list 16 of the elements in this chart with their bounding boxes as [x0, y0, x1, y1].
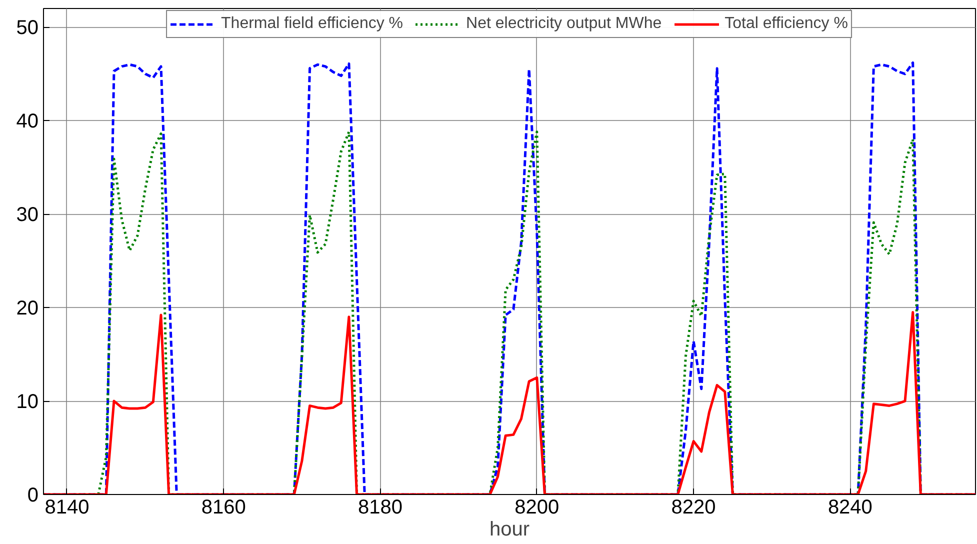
- legend-label: Thermal field efficiency %: [221, 15, 404, 33]
- x-axis-title: hour: [489, 518, 530, 540]
- y-tick-label: 10: [16, 391, 39, 414]
- x-tick-label: 8180: [358, 496, 403, 518]
- y-tick-label: 0: [27, 484, 38, 506]
- y-tick-label: 40: [16, 110, 39, 133]
- x-tick-label: 8140: [44, 496, 90, 518]
- x-tick-label: 8220: [671, 496, 716, 518]
- y-tick-label: 50: [16, 17, 39, 40]
- x-tick-label: 8160: [201, 496, 246, 518]
- y-tick-label: 20: [16, 298, 39, 320]
- y-tick-label: 30: [16, 204, 39, 226]
- x-tick-label: 8200: [514, 496, 560, 518]
- x-tick-label: 8240: [828, 496, 872, 518]
- legend-label: Total efficiency %: [724, 15, 848, 33]
- legend-label: Net electricity output MWhe: [466, 15, 662, 33]
